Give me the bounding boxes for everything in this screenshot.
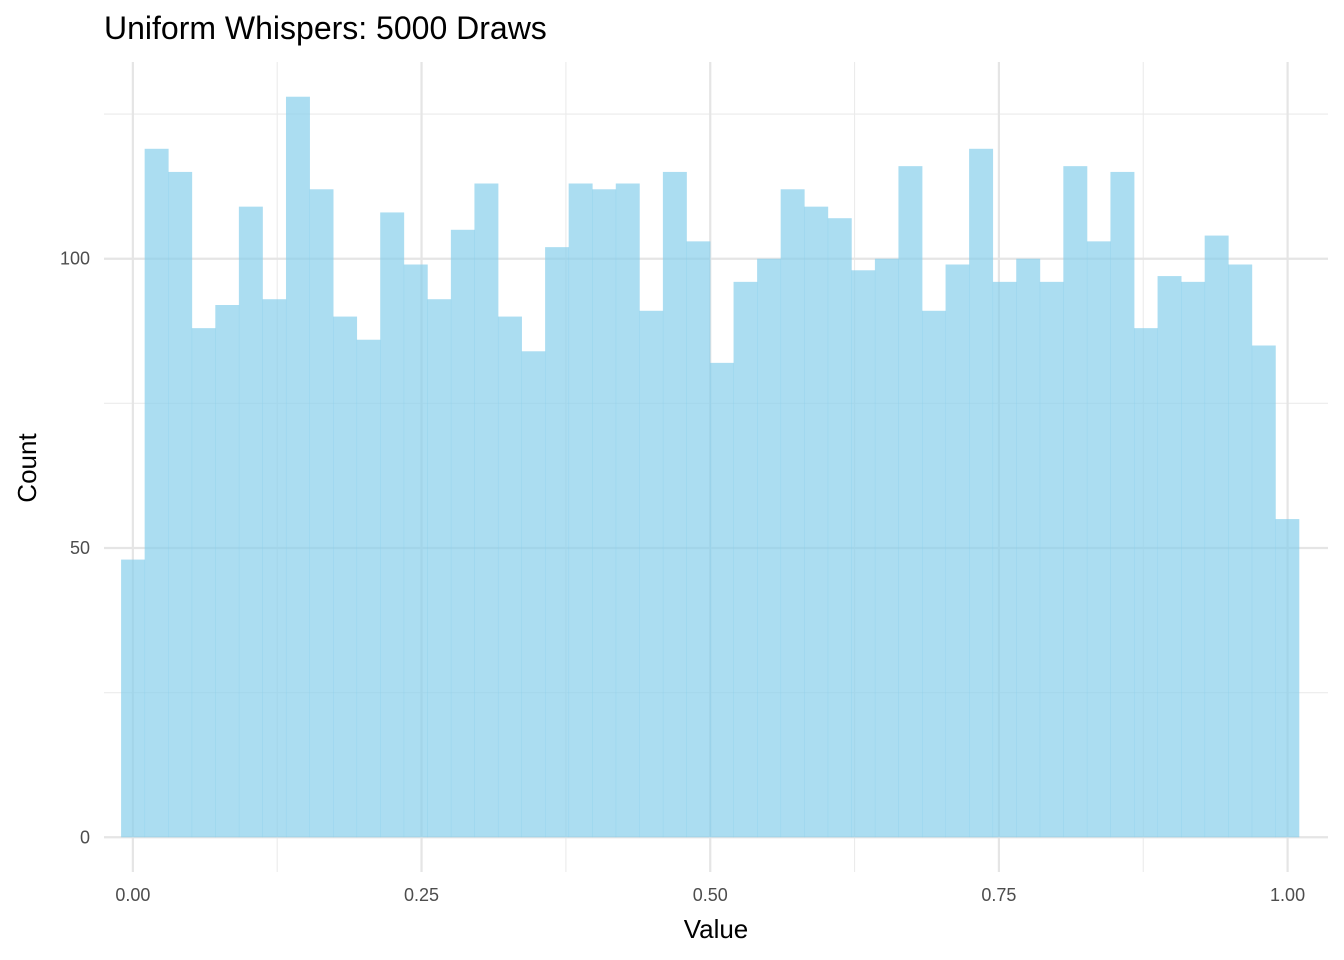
histogram-bar — [780, 189, 805, 838]
histogram-bar — [1110, 171, 1135, 838]
y-tick-label: 100 — [60, 249, 90, 269]
histogram-bar — [427, 299, 452, 838]
x-tick-label: 0.50 — [693, 885, 728, 905]
histogram-bar — [215, 305, 240, 838]
histogram-bar — [474, 183, 499, 838]
histogram-bar — [592, 189, 617, 838]
histogram-bar — [1039, 281, 1064, 838]
histogram-bar — [1251, 345, 1276, 838]
histogram-bar — [945, 264, 970, 838]
histogram-bar — [521, 351, 546, 838]
histogram-bar — [709, 362, 734, 838]
histogram-bar — [497, 316, 522, 838]
histogram-bar — [1275, 519, 1300, 838]
histogram-bar — [450, 229, 475, 838]
y-axis-title: Count — [12, 433, 42, 503]
histogram-bar — [686, 241, 711, 838]
histogram-bar — [827, 218, 852, 838]
x-tick-label: 0.75 — [981, 885, 1016, 905]
histogram-bar — [285, 96, 310, 838]
histogram-bar — [615, 183, 640, 838]
histogram-bar — [191, 328, 216, 838]
x-axis-tick-labels: 0.00 0.25 0.50 0.75 1.00 — [115, 885, 1305, 905]
histogram-bar — [144, 148, 169, 838]
x-tick-label: 0.00 — [115, 885, 150, 905]
x-tick-label: 0.25 — [404, 885, 439, 905]
histogram-bars — [121, 96, 1300, 838]
histogram-bar — [1016, 258, 1041, 838]
histogram-bar — [1063, 166, 1088, 838]
histogram-bar — [1134, 328, 1158, 838]
histogram-bar — [851, 270, 876, 838]
histogram-bar — [922, 310, 946, 838]
histogram-bar — [898, 166, 923, 838]
histogram-bar — [309, 189, 334, 838]
histogram-bar — [662, 171, 687, 838]
histogram-bar — [333, 316, 358, 838]
histogram-bar — [733, 281, 758, 838]
histogram-bar — [380, 212, 405, 838]
histogram-bar — [121, 559, 146, 838]
histogram-bar — [168, 171, 193, 838]
histogram-bar — [238, 206, 263, 838]
chart-title: Uniform Whispers: 5000 Draws — [104, 10, 547, 46]
histogram-bar — [356, 339, 381, 838]
histogram-bar — [804, 206, 829, 838]
histogram-bar — [757, 258, 782, 838]
histogram-bar — [1086, 241, 1111, 838]
histogram-bar — [992, 281, 1017, 838]
histogram-bar — [568, 183, 593, 838]
x-axis-title: Value — [684, 914, 749, 944]
histogram-bar — [874, 258, 899, 838]
y-axis-tick-labels: 0 50 100 — [60, 249, 90, 848]
histogram-bar — [639, 310, 664, 838]
histogram-bar — [1157, 276, 1182, 838]
histogram-bar — [403, 264, 428, 838]
x-tick-label: 1.00 — [1270, 885, 1305, 905]
y-tick-label: 0 — [80, 827, 90, 847]
histogram-bar — [1228, 264, 1253, 838]
histogram-bar — [545, 247, 570, 838]
histogram-bar — [262, 299, 287, 838]
y-tick-label: 50 — [70, 538, 90, 558]
histogram-bar — [1204, 235, 1229, 838]
histogram-bar — [969, 148, 994, 838]
histogram-bar — [1181, 281, 1206, 838]
